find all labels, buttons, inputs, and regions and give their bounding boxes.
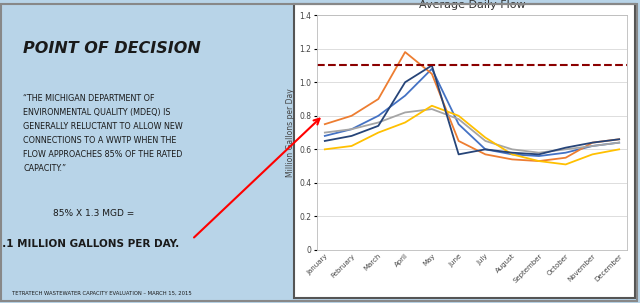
2016 xyxy=(348,127,355,131)
2015 xyxy=(508,152,516,156)
Line: 2014: 2014 xyxy=(325,65,619,154)
2014 xyxy=(401,80,409,84)
2017 xyxy=(589,141,596,145)
2017 xyxy=(348,114,355,118)
2014 xyxy=(428,64,436,67)
2017 xyxy=(562,156,570,160)
2015 xyxy=(374,131,382,135)
2016 xyxy=(321,131,329,135)
2017 xyxy=(401,50,409,54)
2014 xyxy=(481,148,489,151)
2015 xyxy=(428,104,436,108)
2017 xyxy=(428,72,436,76)
2018 xyxy=(481,148,489,151)
Text: TETRATECH WASTEWATER CAPACITY EVALUATION – MARCH 15, 2015: TETRATECH WASTEWATER CAPACITY EVALUATION… xyxy=(12,290,191,295)
2015 xyxy=(615,148,623,151)
Text: 1.1 MILLION GALLONS PER DAY.: 1.1 MILLION GALLONS PER DAY. xyxy=(0,239,179,249)
2016 xyxy=(401,111,409,114)
2016 xyxy=(374,121,382,124)
2018 xyxy=(321,134,329,138)
2017 xyxy=(455,139,463,143)
2016 xyxy=(562,148,570,151)
2016 xyxy=(481,139,489,143)
2017 xyxy=(615,138,623,141)
2015 xyxy=(589,152,596,156)
Line: 2018: 2018 xyxy=(325,69,619,156)
2016 xyxy=(455,117,463,121)
2017 xyxy=(481,152,489,156)
2014 xyxy=(508,151,516,155)
2017 xyxy=(321,122,329,126)
2018 xyxy=(508,152,516,156)
2017 xyxy=(508,158,516,161)
2015 xyxy=(535,159,543,163)
2016 xyxy=(535,151,543,155)
2017 xyxy=(535,159,543,163)
2016 xyxy=(508,148,516,151)
Text: 85% X 1.3 MGD =: 85% X 1.3 MGD = xyxy=(52,209,134,218)
2015 xyxy=(321,148,329,151)
2015 xyxy=(562,163,570,166)
Line: 2017: 2017 xyxy=(325,52,619,161)
2015 xyxy=(401,121,409,124)
Text: “THE MICHIGAN DEPARTMENT OF
ENVIRONMENTAL QUALITY (MDEQ) IS
GENERALLY RELUCTANT : “THE MICHIGAN DEPARTMENT OF ENVIRONMENTA… xyxy=(23,94,183,173)
2014 xyxy=(374,124,382,128)
2018 xyxy=(374,114,382,118)
2018 xyxy=(535,154,543,158)
Line: 2015: 2015 xyxy=(325,106,619,165)
2014 xyxy=(321,139,329,143)
2018 xyxy=(455,122,463,126)
Text: POINT OF DECISION: POINT OF DECISION xyxy=(23,41,201,56)
2018 xyxy=(615,141,623,145)
Title: Average Daily Flow: Average Daily Flow xyxy=(419,0,525,10)
2018 xyxy=(348,127,355,131)
Y-axis label: Million Gallons per Day: Million Gallons per Day xyxy=(286,88,295,177)
2018 xyxy=(562,151,570,155)
2016 xyxy=(428,107,436,111)
2018 xyxy=(589,144,596,148)
2014 xyxy=(615,138,623,141)
2014 xyxy=(562,146,570,149)
2018 xyxy=(428,67,436,71)
2014 xyxy=(589,141,596,145)
2018 xyxy=(401,94,409,98)
Line: 2016: 2016 xyxy=(325,109,619,153)
2015 xyxy=(481,136,489,139)
2014 xyxy=(535,152,543,156)
2016 xyxy=(589,144,596,148)
2015 xyxy=(348,144,355,148)
2017 xyxy=(374,97,382,101)
2015 xyxy=(455,114,463,118)
2014 xyxy=(348,134,355,138)
2016 xyxy=(615,141,623,145)
2014 xyxy=(455,152,463,156)
